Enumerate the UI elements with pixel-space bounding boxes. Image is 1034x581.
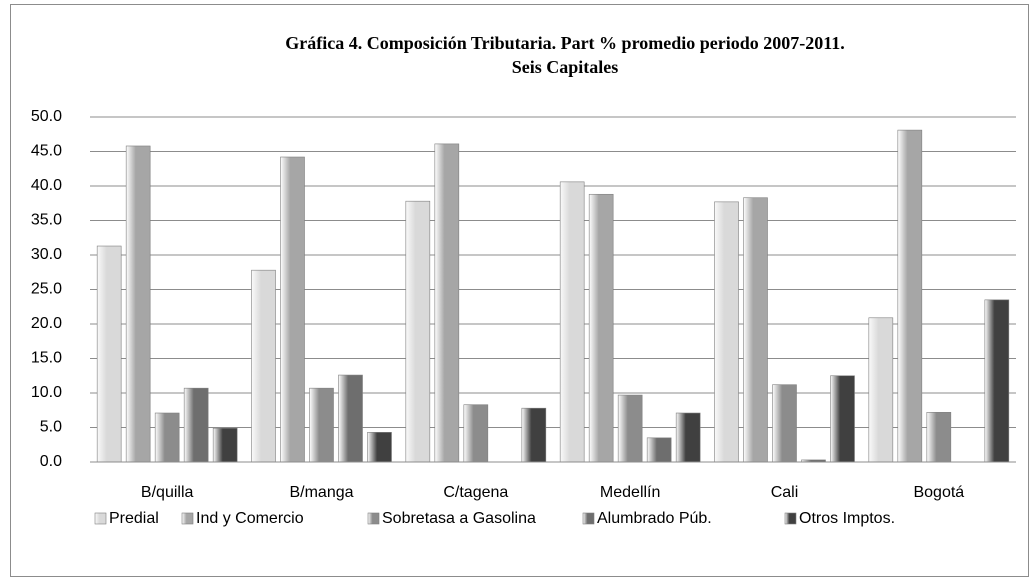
bar xyxy=(125,145,151,463)
x-tick-label: B/quilla xyxy=(141,484,194,501)
y-tick-label: 50.0 xyxy=(31,108,62,125)
legend-label: Alumbrado Púb. xyxy=(597,510,712,527)
bar xyxy=(646,437,672,463)
legend-label: Predial xyxy=(109,510,159,527)
legend-swatch xyxy=(94,512,107,525)
bar xyxy=(338,374,363,463)
legend-swatch xyxy=(784,512,797,525)
y-tick-label: 20.0 xyxy=(31,315,62,332)
y-tick-label: 35.0 xyxy=(31,212,62,229)
x-tick-label: C/tagena xyxy=(443,484,508,501)
bar xyxy=(868,317,894,463)
bar xyxy=(772,384,797,463)
bar xyxy=(926,412,952,463)
legend-swatch xyxy=(582,512,595,525)
bar xyxy=(559,181,585,463)
bar xyxy=(743,197,768,463)
bar xyxy=(212,427,238,463)
y-tick-label: 0.0 xyxy=(40,453,62,470)
chart-title: Gráfica 4. Composición Tributaria. Part … xyxy=(285,33,844,53)
legend-label: Otros Imptos. xyxy=(799,510,895,527)
bar xyxy=(309,387,334,463)
y-tick-label: 5.0 xyxy=(40,419,62,436)
bar xyxy=(154,412,180,463)
bar xyxy=(675,412,701,463)
bar xyxy=(96,245,122,463)
chart-subtitle: Seis Capitales xyxy=(512,57,619,77)
bar xyxy=(714,201,739,463)
legend-swatch xyxy=(181,512,194,525)
bar xyxy=(434,143,460,463)
bar xyxy=(251,269,276,463)
bar xyxy=(367,432,392,463)
y-tick-label: 45.0 xyxy=(31,143,62,160)
bar xyxy=(280,156,305,463)
bar xyxy=(588,193,614,463)
bar xyxy=(897,129,923,463)
legend-label: Sobretasa a Gasolina xyxy=(382,510,536,527)
x-tick-label: Bogotá xyxy=(913,484,964,501)
bar xyxy=(463,404,489,463)
x-tick-label: Medellín xyxy=(600,484,660,501)
y-tick-label: 40.0 xyxy=(31,177,62,194)
bar xyxy=(521,407,547,463)
bar xyxy=(984,299,1010,463)
bar xyxy=(183,387,209,463)
bar xyxy=(617,394,643,463)
y-tick-label: 30.0 xyxy=(31,246,62,263)
x-tick-label: Cali xyxy=(771,484,799,501)
bar xyxy=(405,200,431,463)
legend-label: Ind y Comercio xyxy=(196,510,304,527)
y-tick-label: 15.0 xyxy=(31,350,62,367)
chart-border xyxy=(10,4,1029,577)
bar xyxy=(830,375,855,463)
y-tick-label: 10.0 xyxy=(31,384,62,401)
legend-swatch xyxy=(367,512,380,525)
x-tick-label: B/manga xyxy=(289,484,353,501)
y-tick-label: 25.0 xyxy=(31,281,62,298)
